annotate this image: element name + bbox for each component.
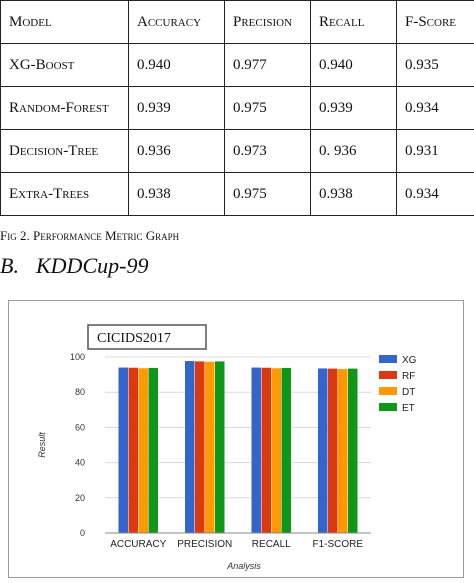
- legend-swatch-rf: [379, 371, 397, 379]
- x-category-label: RECALL: [252, 539, 291, 550]
- table-row: Extra-Trees 0.938 0.975 0.938 0.934: [0, 172, 474, 216]
- section-number: B.: [0, 253, 19, 278]
- legend-swatch-dt: [379, 387, 397, 395]
- accuracy-cell: 0.939: [128, 86, 225, 130]
- header-recall: Recall: [310, 0, 397, 44]
- chart-title: CICIDS2017: [97, 331, 171, 346]
- bar-rf-recall: [261, 367, 271, 533]
- model-name: Extra-Trees: [0, 172, 129, 216]
- x-category-label: ACCURACY: [110, 539, 166, 550]
- bar-dt-precision: [205, 361, 215, 533]
- f-score-cell: 0.935: [396, 43, 474, 87]
- precision-cell: 0.975: [224, 86, 311, 130]
- legend-label: ET: [402, 403, 415, 414]
- chart-frame: CICIDS2017 0 20 40 60 80 100 Result ACCURACY PREC…: [8, 300, 464, 578]
- x-category-label: PRECISION: [177, 539, 232, 550]
- table-row: Decision-Tree 0.936 0.973 0. 936 0.931: [0, 129, 474, 173]
- bar-xg-accuracy: [118, 367, 128, 533]
- bar-et-precision: [215, 361, 225, 533]
- f-score-cell: 0.934: [396, 86, 474, 130]
- bar-et-recall: [281, 367, 291, 533]
- f-score-cell: 0.934: [396, 172, 474, 216]
- table-row: Random-Forest 0.939 0.975 0.939 0.934: [0, 86, 474, 130]
- bar-xg-f1-score: [318, 368, 328, 533]
- y-tick-label: 20: [75, 493, 85, 503]
- y-tick-label: 60: [75, 422, 85, 432]
- bar-dt-recall: [271, 368, 281, 533]
- x-axis-title: Analysis: [226, 561, 261, 571]
- recall-cell: 0.939: [310, 86, 397, 130]
- bar-dt-f1-score: [338, 369, 348, 533]
- bar-et-f1-score: [348, 368, 358, 533]
- section-heading: B. KDDCup-99: [0, 253, 148, 279]
- bar-rf-f1-score: [328, 368, 338, 533]
- precision-cell: 0.977: [224, 43, 311, 87]
- legend-label: DT: [402, 387, 415, 398]
- recall-cell: 0.940: [310, 43, 397, 87]
- section-title: KDDCup-99: [36, 253, 149, 278]
- y-tick-label: 80: [75, 387, 85, 397]
- legend-label: XG: [402, 355, 417, 366]
- bar-rf-precision: [195, 361, 205, 533]
- x-category-label: F1-SCORE: [312, 539, 363, 550]
- accuracy-cell: 0.936: [128, 129, 225, 173]
- model-name: Random-Forest: [0, 86, 129, 130]
- bar-dt-accuracy: [138, 368, 148, 533]
- recall-cell: 0.938: [310, 172, 397, 216]
- precision-cell: 0.975: [224, 172, 311, 216]
- y-tick-label: 100: [70, 352, 85, 362]
- bar-xg-recall: [251, 367, 261, 533]
- accuracy-cell: 0.940: [128, 43, 225, 87]
- table-row: XG-Boost 0.940 0.977 0.940 0.935: [0, 43, 474, 87]
- header-model: Model: [0, 0, 129, 44]
- y-tick-label: 40: [75, 458, 85, 468]
- y-tick-label: 0: [80, 528, 85, 538]
- legend-label: RF: [402, 371, 415, 382]
- precision-cell: 0.973: [224, 129, 311, 173]
- legend-swatch-et: [379, 403, 397, 411]
- chart-title-box: [87, 324, 207, 350]
- model-name: XG-Boost: [0, 43, 129, 87]
- accuracy-cell: 0.938: [128, 172, 225, 216]
- bar-xg-precision: [185, 361, 195, 533]
- bar-et-accuracy: [148, 367, 158, 533]
- table-header-row: Model Accuracy Precision Recall F-Score: [0, 0, 474, 44]
- recall-cell: 0. 936: [310, 129, 397, 173]
- figure-caption: Fig 2. Performance Metric Graph: [0, 228, 180, 243]
- legend-swatch-xg: [379, 355, 397, 363]
- header-precision: Precision: [224, 0, 311, 44]
- bar-rf-accuracy: [128, 367, 138, 533]
- header-accuracy: Accuracy: [128, 0, 225, 44]
- y-axis-title: Result: [37, 432, 47, 458]
- model-name: Decision-Tree: [0, 129, 129, 173]
- bar-chart: CICIDS2017 0 20 40 60 80 100 Result ACCURACY PREC…: [37, 324, 417, 571]
- performance-table: Model Accuracy Precision Recall F-Score …: [0, 0, 474, 216]
- header-f-score: F-Score: [396, 0, 474, 44]
- f-score-cell: 0.931: [396, 129, 474, 173]
